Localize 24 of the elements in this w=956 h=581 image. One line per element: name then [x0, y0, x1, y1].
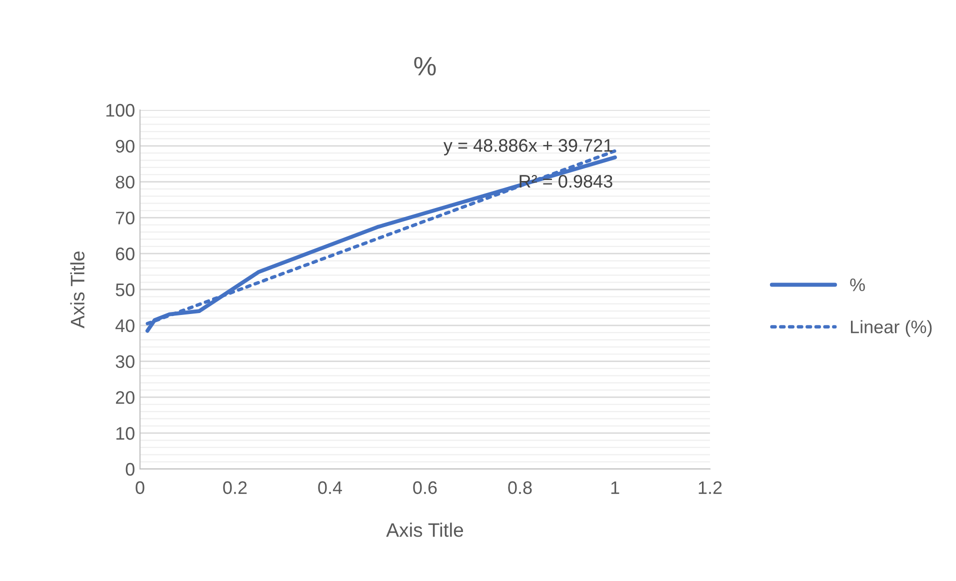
y-tick-label: 20: [116, 391, 134, 404]
x-tick-label: 0.2: [223, 481, 247, 494]
x-tick-label: 1: [611, 481, 620, 494]
y-tick-label: 90: [116, 140, 134, 153]
y-tick-label: 40: [115, 319, 134, 332]
x-tick-label: 0.4: [318, 481, 342, 494]
y-axis-title: Axis Title: [70, 251, 85, 328]
chart-title: %: [414, 56, 436, 76]
x-tick-label: 0: [136, 481, 144, 494]
y-tick-label: 10: [116, 427, 134, 440]
legend-label: %: [850, 278, 865, 292]
y-tick-label: 70: [116, 212, 134, 224]
x-axis-title: Axis Title: [386, 522, 464, 537]
legend-label: Linear (%): [850, 320, 932, 337]
x-tick-label: 0.8: [508, 481, 532, 494]
annotation: y = 48.886x + 39.721: [443, 139, 612, 156]
y-tick-label: 80: [116, 176, 134, 189]
x-tick-label: 1.2: [698, 481, 722, 494]
y-tick-label: 60: [116, 248, 134, 260]
y-tick-label: 0: [126, 462, 134, 476]
y-tick-label: 50: [116, 283, 134, 296]
y-tick-label: 100: [106, 104, 134, 117]
x-tick-label: 0.6: [413, 481, 437, 494]
y-tick-label: 30: [116, 355, 134, 368]
